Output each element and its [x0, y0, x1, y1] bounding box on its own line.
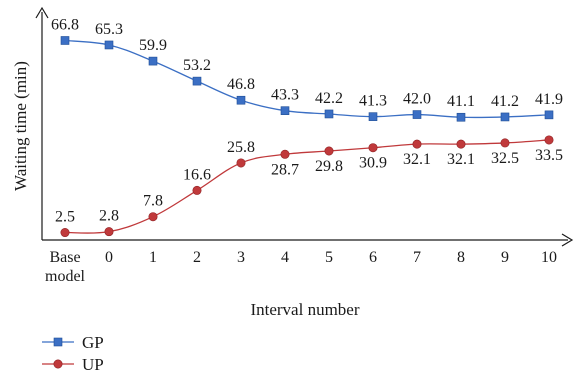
- data-point-up: [500, 138, 510, 148]
- data-point-up: [368, 143, 378, 153]
- data-point-gp: [368, 112, 378, 121]
- data-label-up: 2.5: [55, 209, 75, 226]
- data-point-up: [148, 212, 158, 222]
- data-label-gp: 65.3: [95, 21, 123, 38]
- legend-label: GP: [82, 333, 104, 352]
- x-tick-label: 6: [369, 249, 377, 266]
- data-label-up: 32.5: [491, 150, 519, 167]
- series-line-gp: [64, 39, 550, 119]
- x-tick-label: 9: [501, 249, 509, 266]
- x-tick-label: 7: [413, 249, 421, 266]
- x-tick-label: 0: [105, 249, 113, 266]
- data-point-gp: [192, 76, 202, 86]
- x-tick-label: Base model: [45, 249, 86, 285]
- data-point-up: [192, 185, 202, 195]
- legend-marker-gp: [53, 337, 63, 347]
- data-label-gp: 46.8: [227, 76, 255, 93]
- y-axis-arrow: [35, 6, 49, 19]
- x-tick-label: 3: [237, 249, 245, 266]
- series-layer: 66.8 65.3 59.9 53.2 46.8 43.3 42.2 41.3 42.0 41.1…: [51, 16, 563, 238]
- data-label-gp: 41.3: [359, 93, 387, 110]
- legend-item-gp: GP: [42, 333, 104, 352]
- x-tick-label: 2: [193, 249, 201, 266]
- x-axis-arrow: [561, 233, 574, 247]
- data-point-up: [544, 135, 554, 145]
- data-point-up: [412, 139, 422, 149]
- data-point-up: [324, 146, 334, 156]
- data-label-gp: 41.1: [447, 93, 475, 110]
- data-point-gp: [104, 40, 114, 50]
- legend-item-up: UP: [42, 355, 104, 374]
- data-label-up: 30.9: [359, 155, 387, 172]
- data-point-gp: [280, 106, 290, 115]
- series-gp: 66.8 65.3 59.9 53.2 46.8 43.3 42.2 41.3 42.0 41.1…: [51, 16, 563, 122]
- axes: [35, 6, 574, 247]
- data-point-gp: [324, 109, 334, 119]
- legend: GP UP: [42, 333, 104, 374]
- data-label-gp: 43.3: [271, 87, 299, 104]
- data-point-gp: [60, 36, 70, 45]
- data-label-up: 2.8: [99, 208, 119, 225]
- data-point-gp: [544, 110, 554, 120]
- x-tick-label: 5: [325, 249, 333, 266]
- series-up: 2.5 2.8 7.8 16.6 25.8 28.7 29.8 30.9 32.1 32.1 32.…: [55, 135, 563, 238]
- data-label-up: 16.6: [183, 166, 211, 183]
- data-point-up: [236, 158, 246, 168]
- data-label-up: 29.8: [315, 158, 343, 175]
- data-label-up: 7.8: [143, 193, 163, 210]
- data-label-up: 25.8: [227, 139, 255, 156]
- data-label-up: 28.7: [271, 161, 299, 178]
- data-point-up: [60, 228, 70, 238]
- x-axis-title: Interval number: [250, 300, 359, 319]
- x-tick-label: 10: [541, 249, 557, 266]
- data-label-gp: 53.2: [183, 57, 211, 74]
- data-label-gp: 41.9: [535, 91, 563, 108]
- data-label-gp: 59.9: [139, 37, 167, 54]
- series-line-up: [64, 139, 550, 234]
- data-label-gp: 41.2: [491, 93, 519, 110]
- data-label-gp: 66.8: [51, 16, 79, 33]
- data-point-gp: [412, 110, 422, 119]
- data-point-gp: [148, 56, 158, 66]
- data-point-up: [280, 149, 290, 159]
- data-point-up: [104, 227, 114, 237]
- legend-marker-up: [53, 359, 63, 369]
- data-point-gp: [500, 112, 510, 122]
- data-label-gp: 42.0: [403, 91, 431, 108]
- legend-label: UP: [82, 355, 104, 374]
- y-axis-title: Waiting time (min): [11, 61, 30, 191]
- x-tick-label: 1: [149, 249, 157, 266]
- data-label-gp: 42.2: [315, 90, 343, 107]
- data-label-up: 32.1: [447, 151, 475, 168]
- x-tick-label: 4: [281, 249, 289, 266]
- data-point-gp: [236, 95, 246, 105]
- data-point-gp: [456, 112, 466, 122]
- data-label-up: 32.1: [403, 151, 431, 168]
- data-label-up: 33.5: [535, 147, 563, 164]
- x-tick-labels: Base model 0 1 2 3 4 5 6 7 8 9 10: [45, 249, 557, 285]
- data-point-up: [456, 139, 466, 149]
- x-tick-label: 8: [457, 249, 465, 266]
